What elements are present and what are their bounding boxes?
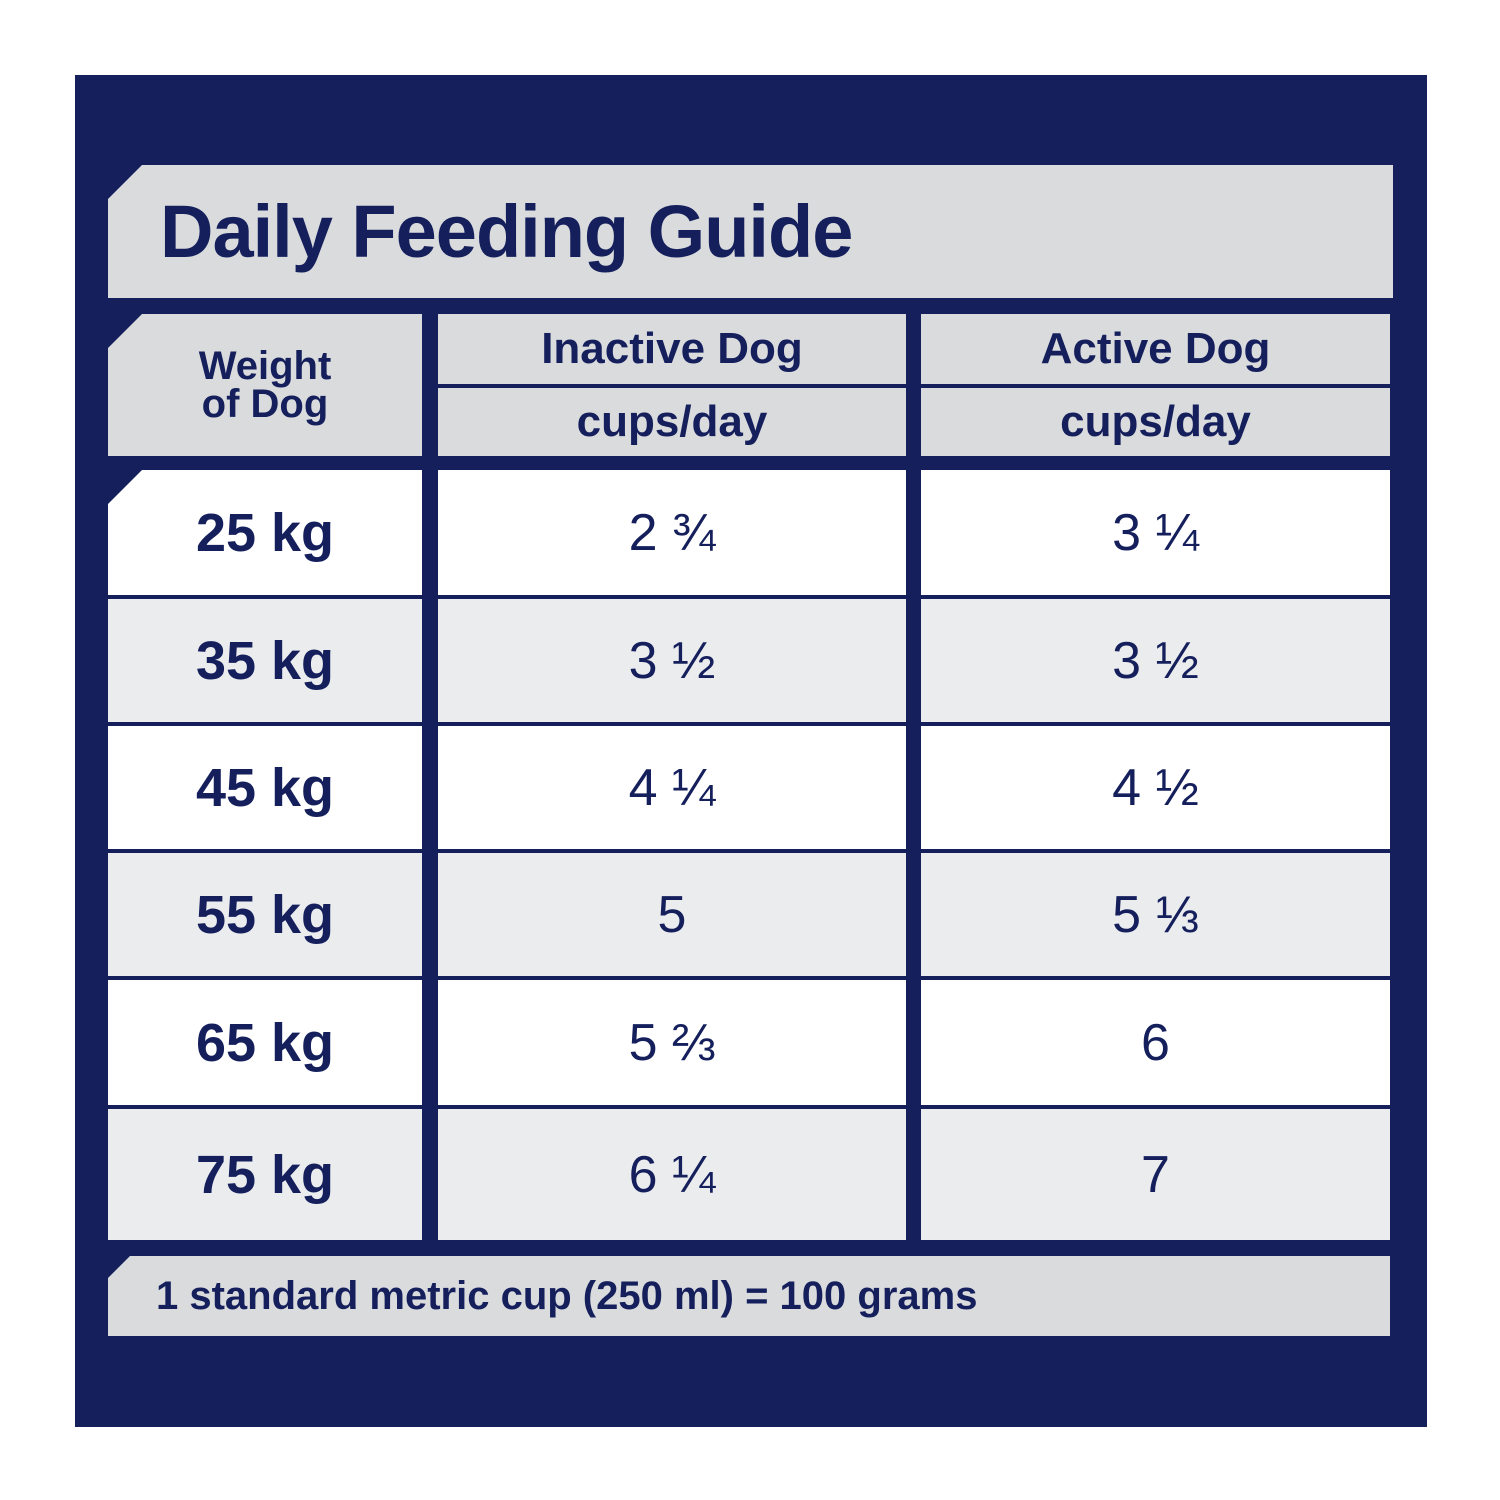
row-inactive-cell: 2 ¾ [438,470,906,595]
header-active-dog: Active Dog [921,314,1390,384]
row-inactive-cell: 5 [438,853,906,976]
title-bar: Daily Feeding Guide [108,165,1393,298]
header-inactive-unit: cups/day [438,388,906,456]
row-active-cell: 6 [921,980,1390,1105]
row-weight-cell: 55 kg [108,853,422,976]
header-weight-of-dog: Weight of Dog [108,314,422,456]
row-weight-cell: 25 kg [108,470,422,595]
row-active-cell: 3 ½ [921,599,1390,722]
row-inactive-cell: 5 ⅔ [438,980,906,1105]
row-active-cell: 5 ⅓ [921,853,1390,976]
row-inactive-cell: 6 ¼ [438,1109,906,1240]
page-title: Daily Feeding Guide [160,190,853,273]
header-inactive-dog: Inactive Dog [438,314,906,384]
row-active-cell: 3 ¼ [921,470,1390,595]
header-weight-line2: of Dog [201,382,329,426]
header-weight-line1: Weight [198,344,332,388]
row-inactive-cell: 4 ¼ [438,726,906,849]
row-active-cell: 4 ½ [921,726,1390,849]
row-weight-cell: 65 kg [108,980,422,1105]
row-active-cell: 7 [921,1109,1390,1240]
footer-note: 1 standard metric cup (250 ml) = 100 gra… [108,1256,1390,1336]
header-active-unit: cups/day [921,388,1390,456]
row-weight-cell: 75 kg [108,1109,422,1240]
row-weight-cell: 35 kg [108,599,422,722]
row-inactive-cell: 3 ½ [438,599,906,722]
row-weight-cell: 45 kg [108,726,422,849]
